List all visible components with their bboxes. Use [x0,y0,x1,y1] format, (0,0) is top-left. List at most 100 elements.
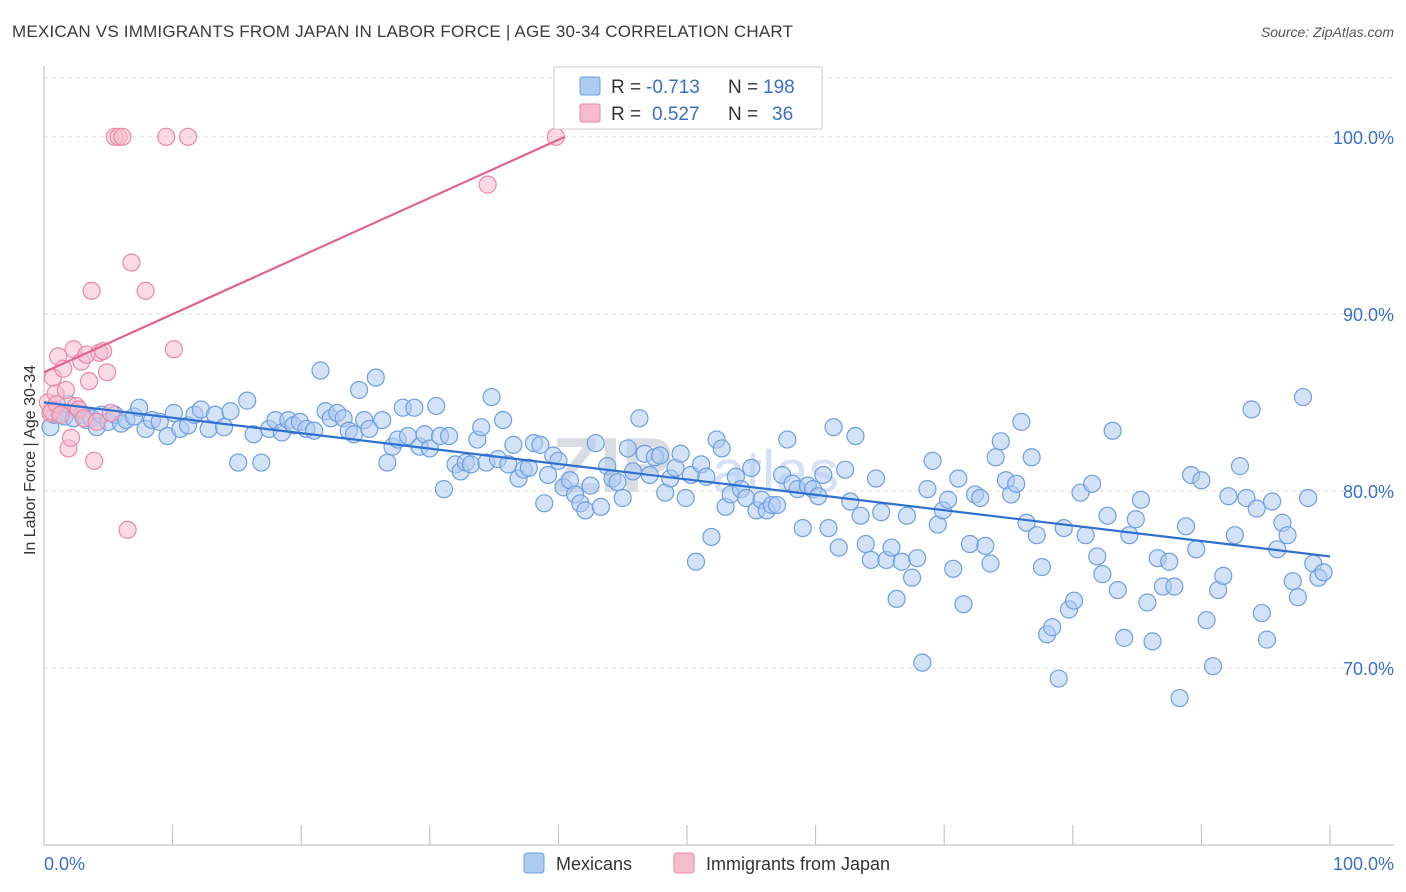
legend-r-value-2: 0.527 [652,104,700,125]
mexicans-point [1108,580,1127,600]
mexicans-point [405,398,424,417]
mexicans-point [971,488,990,508]
japan-point [478,175,497,194]
mexicans-point [851,506,870,525]
mexicans-point [576,501,595,520]
mexicans-point [954,595,973,614]
mexicans-point [427,396,446,416]
japan-point [136,281,155,300]
mexicans-point [944,559,963,578]
mexicans-point [923,451,942,470]
mexicans-point [1007,474,1026,493]
mexicans-point [1170,688,1189,708]
mexicans-point [1054,518,1073,538]
mexicans-point [1043,618,1062,637]
japan-point [101,403,120,423]
japan-point [87,412,106,431]
mexicans-point [1103,421,1122,440]
mexicans-point [1225,526,1244,545]
mexicans-point [829,538,848,557]
mexicans-point [767,495,787,515]
stats-legend: R = -0.713 N = 198 R = 0.527 N = 36 [553,66,823,130]
mexicans-point [1314,563,1333,582]
source-label: Source: ZipAtlas.com [1260,24,1394,40]
mexicans-point [1257,630,1277,649]
mexicans-point [608,472,627,492]
mexicans-point [434,480,454,499]
japan-point [157,127,176,146]
mexicans-point [986,448,1005,467]
mexicans-point [976,536,995,555]
mexicans-point [304,421,324,440]
mexicans-point [366,368,385,387]
chart-title: MEXICAN VS IMMIGRANTS FROM JAPAN IN LABO… [12,22,794,41]
mexicans-point [1143,632,1162,651]
legend-r-value-1: -0.713 [646,77,700,98]
mexicans-point [378,453,397,472]
mexicans-point [650,446,670,465]
mexicans-point [373,410,392,430]
mexicans-point [1247,499,1266,518]
mexicans-point [882,538,901,557]
mexicans-point [1126,510,1145,529]
series-japan-points [38,127,565,539]
mexicans-point [1165,577,1184,596]
japan-point [61,428,81,447]
mexicans-point [938,490,958,509]
grid [44,77,1394,669]
mexicans-point [214,418,234,437]
mexicans-point [836,460,855,479]
legend-n-label-2: N = [728,104,758,125]
mexicans-point [1032,557,1052,577]
mexicans-point [913,653,932,672]
mexicans-point [1283,572,1302,591]
mexicans-point [1027,526,1046,545]
mexicans-point [494,410,513,430]
mexicans-point [1219,487,1238,506]
mexicans-point [539,465,558,485]
mexicans-point [908,549,927,568]
mexicans-trend-line [43,401,1331,558]
y-tick-label: 80.0% [1343,482,1394,502]
mexicans-point [918,480,937,499]
japan-point [82,281,101,300]
mexicans-point [892,552,911,571]
mexicans-point [613,488,632,508]
x-tick-label-min: 0.0% [44,854,85,874]
legend-n-label-1: N = [728,77,758,98]
japan-point [113,127,132,146]
mexicans-point [238,391,257,410]
mexicans-point [949,469,968,488]
mexicans-point [1288,588,1307,607]
mexicans-point [1278,526,1297,545]
japan-trend-line [43,135,566,374]
mexicans-point [793,518,812,538]
mexicans-point [856,534,875,554]
mexicans-point [1082,474,1102,493]
japan-point [51,405,70,424]
mexicans-point [1197,611,1216,630]
x-tick-label-max: 100.0% [1333,854,1394,874]
mexicans-point [229,453,248,472]
mexicans-point [349,380,369,400]
mexicans-point [991,432,1010,451]
mexicans-point [897,506,917,525]
mexicans-point [221,402,240,421]
y-tick-labels: 100.0% 90.0% 80.0% 70.0% [1333,128,1394,679]
mexicans-point [1299,488,1318,508]
mexicans-point [676,488,695,508]
mexicans-point [872,503,891,522]
mexicans-point [887,589,906,609]
mexicans-point [549,451,568,470]
mexicans-point [1076,526,1095,545]
mexicans-point [482,387,501,407]
series-legend-swatch-mexicans [523,852,545,874]
y-tick-label: 90.0% [1343,305,1394,325]
mexicans-point [1012,412,1031,431]
mexicans-point [581,476,600,495]
mexicans-point [712,439,731,458]
axes [43,66,1394,846]
mexicans-point [819,518,838,538]
mexicans-point [981,554,1000,573]
